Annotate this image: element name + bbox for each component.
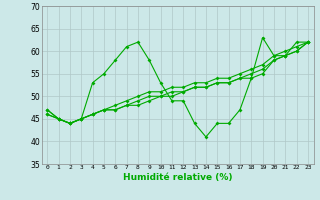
X-axis label: Humidité relative (%): Humidité relative (%) [123,173,232,182]
